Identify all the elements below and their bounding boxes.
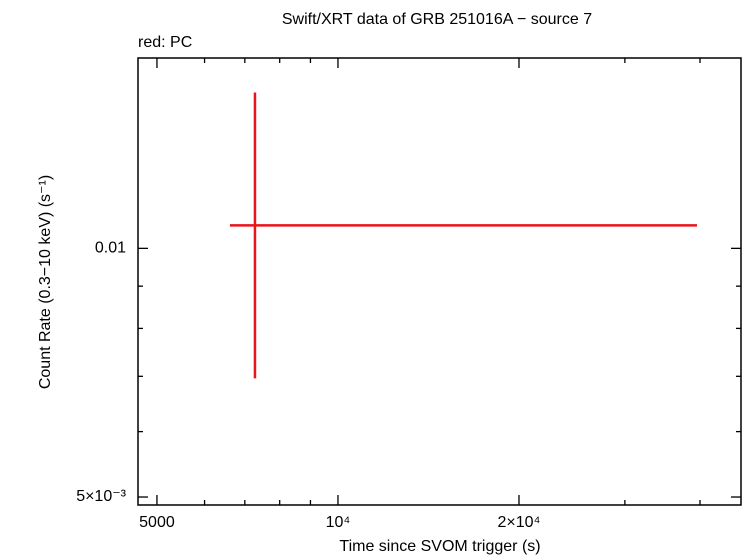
x-axis-label: Time since SVOM trigger (s)	[339, 538, 540, 555]
chart-title: Swift/XRT data of GRB 251016A − source 7	[282, 11, 592, 28]
x-tick-label: 2×10⁴	[498, 514, 541, 531]
y-axis-label: Count Rate (0.3−10 keV) (s⁻¹)	[37, 175, 54, 389]
plot-frame	[137, 57, 742, 506]
x-tick-label: 10⁴	[326, 514, 351, 531]
y-tick-label: 5×10⁻³	[76, 488, 126, 505]
x-tick-label: 5000	[139, 514, 175, 531]
y-tick-label: 0.01	[95, 240, 126, 257]
subtitle: red: PC	[138, 34, 192, 51]
